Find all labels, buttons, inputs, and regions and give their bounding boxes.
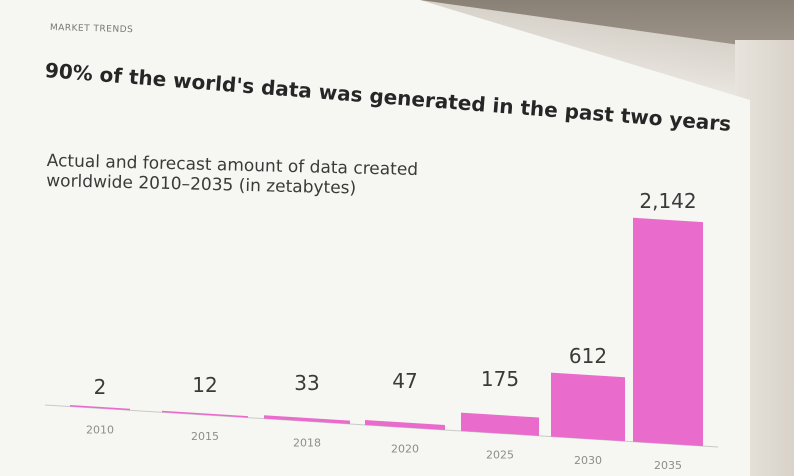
value-label-2010: 2 (94, 375, 107, 399)
tick-label-2035: 2035 (654, 459, 682, 472)
tick-label-2015: 2015 (191, 430, 219, 443)
bar-2035 (633, 217, 703, 447)
tick-label-2018: 2018 (293, 436, 321, 449)
value-label-2025: 175 (481, 367, 519, 391)
value-label-2035: 2,142 (639, 189, 696, 213)
bar-2015 (162, 410, 248, 418)
bar-2010 (70, 405, 130, 411)
tick-label-2025: 2025 (486, 448, 514, 461)
value-label-2030: 612 (569, 344, 607, 368)
bar-2020 (365, 420, 445, 430)
value-label-group: 2 12 33 47 175 612 2,142 (94, 189, 697, 399)
tick-label-group: 2010 2015 2018 2020 2025 2030 2035 (86, 423, 682, 471)
bar-2018 (264, 415, 350, 425)
bar-2030 (551, 372, 625, 442)
tick-label-2010: 2010 (86, 423, 114, 436)
value-label-2018: 33 (294, 371, 319, 395)
tick-label-2030: 2030 (574, 454, 602, 467)
value-label-2020: 47 (392, 369, 417, 393)
bar-group (70, 217, 703, 447)
bar-2025 (461, 412, 539, 436)
tick-label-2020: 2020 (391, 442, 419, 455)
value-label-2015: 12 (192, 373, 217, 397)
chart-baseline (44, 404, 719, 448)
